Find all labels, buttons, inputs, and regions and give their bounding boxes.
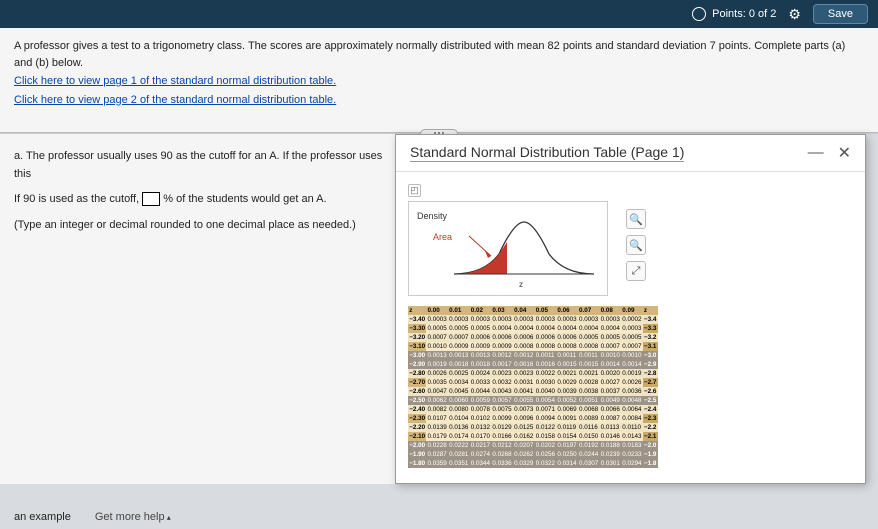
ztable-popup: Standard Normal Distribution Table (Page…	[395, 134, 866, 484]
answer-input[interactable]	[142, 192, 160, 206]
top-toolbar: Points: 0 of 2 ⚙ Save	[0, 0, 878, 28]
z-table: z0.000.010.020.030.040.050.060.070.080.0…	[408, 306, 658, 468]
density-label: Density	[417, 211, 447, 221]
zoom-out-icon[interactable]: 🔍	[626, 235, 646, 255]
question-intro: A professor gives a test to a trigonomet…	[14, 38, 864, 71]
density-chart: Density Area z	[408, 201, 608, 296]
part-a-text: a. The professor usually uses 90 as the …	[14, 148, 385, 183]
save-button[interactable]: Save	[813, 4, 868, 24]
popout-icon[interactable]: ◰	[408, 184, 421, 197]
expand-icon[interactable]: ⤢	[626, 261, 646, 281]
points-indicator: Points: 0 of 2	[692, 7, 776, 21]
close-icon[interactable]: ✕	[838, 143, 851, 163]
popup-title: Standard Normal Distribution Table (Page…	[410, 144, 684, 162]
question-panel: A professor gives a test to a trigonomet…	[0, 28, 878, 133]
fill-line: If 90 is used as the cutoff, % of the st…	[14, 191, 385, 209]
example-link[interactable]: an example	[14, 511, 71, 523]
footer-bar: an example Get more help	[14, 511, 171, 523]
hint-text: (Type an integer or decimal rounded to o…	[14, 217, 385, 235]
answer-column: a. The professor usually uses 90 as the …	[0, 134, 395, 484]
minimize-icon[interactable]: —	[808, 144, 824, 162]
gear-icon[interactable]: ⚙	[788, 6, 801, 23]
points-text: Points: 0 of 2	[712, 8, 776, 20]
table-link-page2[interactable]: Click here to view page 2 of the standar…	[14, 92, 336, 109]
zoom-in-icon[interactable]: 🔍	[626, 209, 646, 229]
table-link-page1[interactable]: Click here to view page 1 of the standar…	[14, 73, 336, 90]
points-circle-icon	[692, 7, 706, 21]
normal-curve	[449, 214, 599, 284]
get-help-link[interactable]: Get more help	[95, 511, 171, 523]
z-axis-label: z	[519, 280, 523, 289]
